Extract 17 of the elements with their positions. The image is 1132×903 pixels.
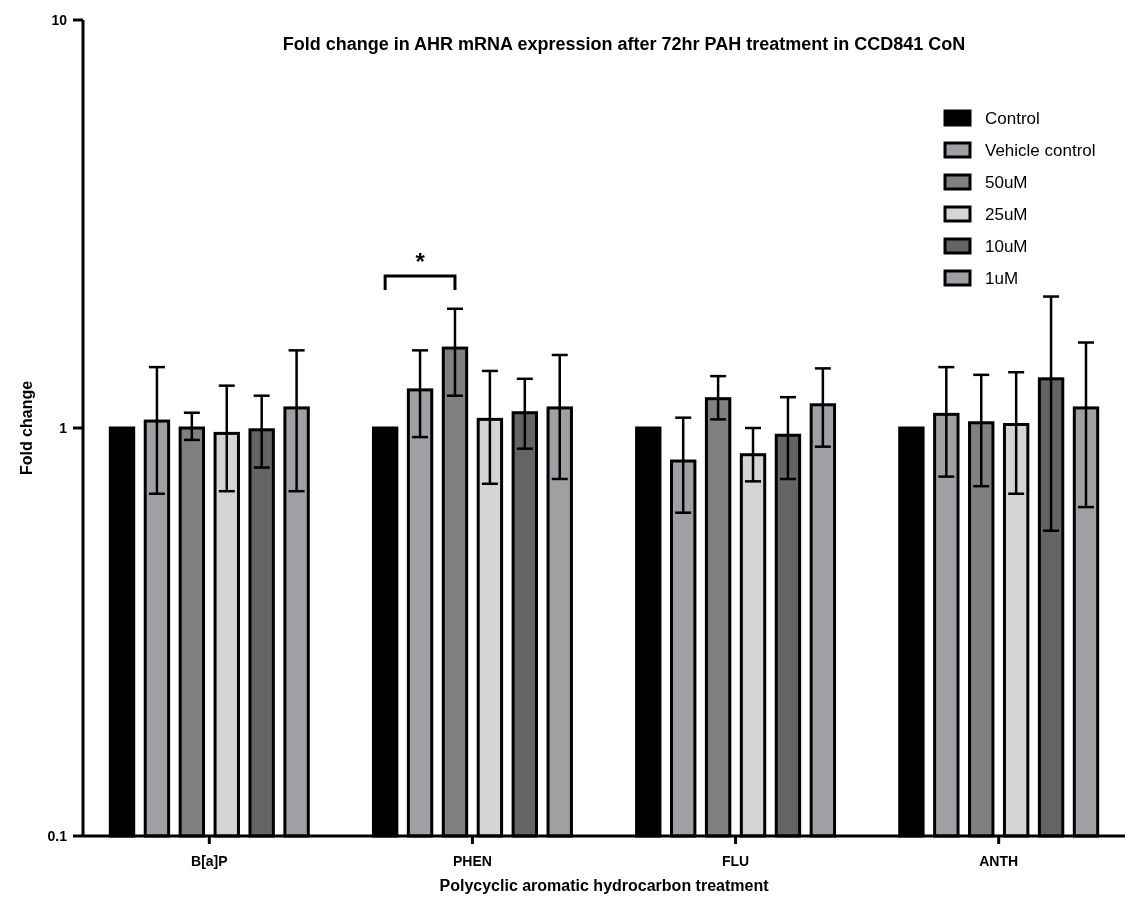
text: Fold change in AHR mRNA expression after 72hr PAH treatment in CCD841 CoN [282, 34, 966, 54]
legend-label: 25uM [985, 204, 1028, 224]
y-axis-title: Fold change [18, 380, 35, 476]
x-tick-label: FLU [721, 853, 750, 869]
legend-label: Vehicle control [985, 140, 1096, 160]
y-tick-label: 10 [51, 11, 68, 28]
y-tick-label: 1 [59, 419, 68, 436]
x-tick-label: B[a]P [191, 853, 228, 869]
x-tick-label: ANTH [979, 853, 1019, 869]
x-tick-label: PHEN [452, 853, 492, 869]
y-tick-label: 0.1 [47, 827, 68, 844]
legend-label: 50uM [985, 172, 1028, 192]
legend-label: 10uM [985, 236, 1028, 256]
legend-label: Control [985, 108, 1040, 128]
x-axis-title: Polycyclic aromatic hydrocarbon treatment [439, 877, 770, 894]
legend-label: 1uM [985, 268, 1019, 288]
annotation: * [415, 248, 426, 275]
